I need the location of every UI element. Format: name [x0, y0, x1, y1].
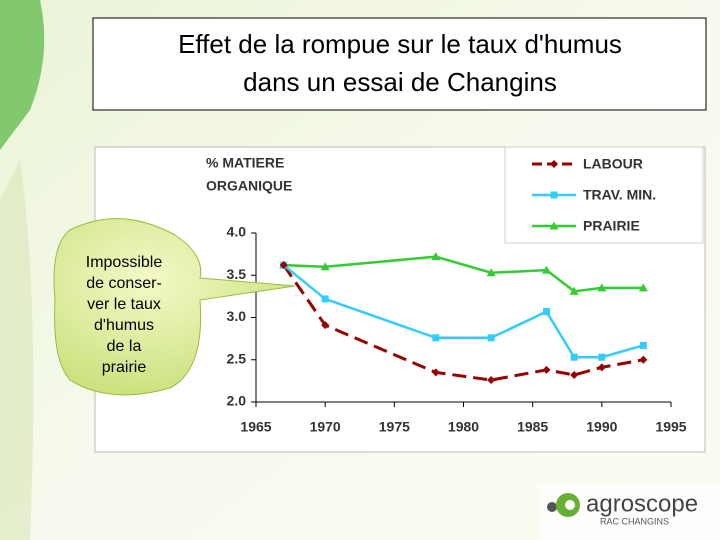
- marker: [543, 308, 550, 316]
- decor: [0, 160, 34, 540]
- marker: [570, 370, 579, 379]
- marker: [569, 286, 579, 295]
- decor: [0, 0, 45, 150]
- marker: [432, 334, 440, 342]
- callout-text: de conser-: [86, 275, 162, 292]
- marker: [487, 376, 496, 385]
- y-tick-label: 3.5: [227, 266, 247, 282]
- marker: [597, 363, 606, 372]
- legend-label: PRAIRIE: [583, 218, 640, 234]
- marker: [549, 221, 559, 230]
- marker: [638, 283, 648, 292]
- x-tick-label: 1995: [655, 419, 686, 435]
- marker: [486, 268, 496, 277]
- callout-text: Impossible: [86, 254, 163, 271]
- callout-text: d'humus: [94, 317, 154, 334]
- marker: [542, 365, 551, 374]
- x-tick-label: 1975: [379, 419, 410, 435]
- series-line: [282, 264, 644, 359]
- marker: [321, 295, 329, 303]
- y-tick-label: 4.0: [227, 224, 247, 240]
- series-line: [282, 264, 644, 382]
- logo-subtitle: RAC CHANGINS: [600, 516, 669, 526]
- x-tick-label: 1985: [517, 419, 548, 435]
- marker: [639, 355, 648, 364]
- x-tick-label: 1990: [586, 419, 617, 435]
- callout-text: ver le taux: [87, 296, 161, 313]
- title: dans un essai de Changins: [243, 67, 557, 97]
- logo-name: agroscope: [586, 490, 698, 517]
- marker: [487, 334, 495, 342]
- marker: [542, 265, 551, 274]
- marker: [570, 353, 578, 361]
- marker: [550, 160, 558, 168]
- y-axis-label: % MATIERE: [206, 155, 284, 171]
- callout-bubble: [53, 218, 296, 396]
- logo-icon: [547, 502, 557, 512]
- marker: [598, 353, 606, 361]
- callout-text: prairie: [102, 359, 147, 376]
- marker: [321, 321, 330, 330]
- y-tick-label: 2.5: [227, 350, 247, 366]
- marker: [431, 368, 440, 377]
- marker: [320, 262, 330, 271]
- x-tick-label: 1980: [448, 419, 479, 435]
- x-tick-label: 1970: [310, 419, 341, 435]
- y-axis-label: ORGANIQUE: [206, 178, 292, 194]
- marker: [431, 252, 441, 261]
- y-tick-label: 3.0: [227, 308, 247, 324]
- legend-label: LABOUR: [583, 156, 643, 172]
- marker: [639, 341, 647, 349]
- y-tick-label: 2.0: [227, 393, 247, 409]
- logo-icon: [565, 500, 575, 510]
- title: Effet de la rompue sur le taux d'humus: [178, 29, 622, 59]
- legend-label: TRAV. MIN.: [583, 187, 656, 203]
- callout-text: de la: [107, 338, 142, 355]
- marker: [279, 261, 288, 270]
- x-tick-label: 1965: [240, 419, 271, 435]
- marker: [597, 283, 607, 292]
- title-box: [92, 17, 707, 111]
- marker: [550, 191, 558, 199]
- series-line: [283, 255, 644, 293]
